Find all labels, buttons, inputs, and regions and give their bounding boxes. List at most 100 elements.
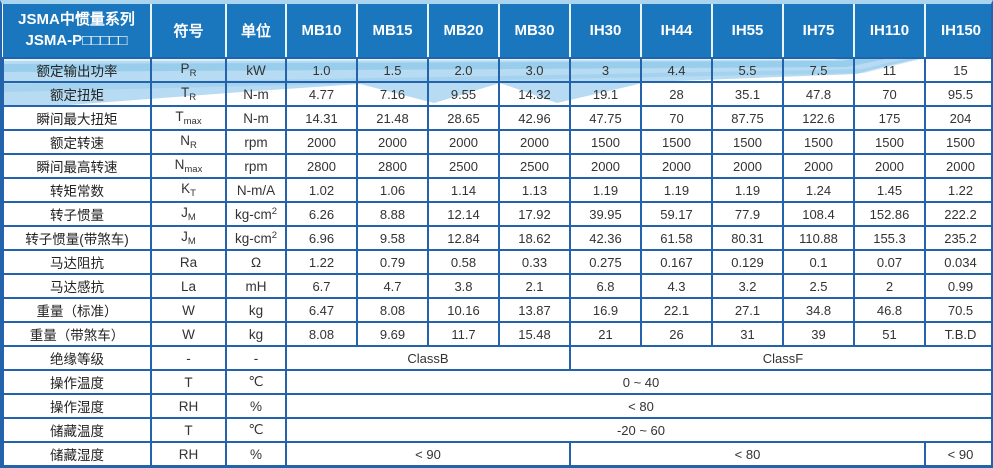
value-cell: 15 [924,57,991,83]
col-header-mb10: MB10 [286,4,358,59]
value-cell: 39 [782,321,855,347]
value-cell: 27.1 [711,297,784,323]
row-unit: rpm [225,153,287,179]
value-cell: 9.69 [356,321,429,347]
value-cell: 1.5 [356,57,429,83]
value-cell: 95.5 [924,81,991,107]
value-cell: 6.47 [285,297,358,323]
row-label: 重量（带煞车） [2,321,152,347]
symbol-subscript: M [187,212,196,223]
value-cell: 0.275 [569,249,642,275]
row-unit: N-m/A [225,177,287,203]
value-cell: 1500 [711,129,784,155]
row-label: 储藏温度 [2,417,152,443]
row-unit: - [225,345,287,371]
row-label: 马达阻抗 [2,249,152,275]
value-cell: 13.87 [498,297,571,323]
value-cell: 0.167 [640,249,713,275]
span-value-cell: 0 ~ 40 [285,369,991,395]
value-cell: 46.8 [853,297,926,323]
value-cell: 1.02 [285,177,358,203]
value-cell: 34.8 [782,297,855,323]
value-cell: 26 [640,321,713,347]
value-cell: 4.7 [356,273,429,299]
symbol-subscript: R [189,68,197,79]
row-label: 转子惯量(带煞车) [2,225,152,251]
value-cell: 42.36 [569,225,642,251]
row-unit: rpm [225,129,287,155]
col-header-ih44: IH44 [641,4,713,59]
table-title-line2: JSMA-P□□□□□ [25,31,128,49]
span-value-cell: -20 ~ 60 [285,417,991,443]
value-cell: 2000 [285,129,358,155]
col-header-ih150: IH150 [925,4,991,59]
spec-row: 额定输出功率 PR kW 1.0 1.5 2.0 3.0 3 4.4 5.5 7.5 11 15 [2,57,991,83]
value-cell: 1.19 [640,177,713,203]
symbol-subscript: max [183,116,202,127]
span-value-cell: < 80 [285,393,991,419]
symbol-subscript: T [190,188,196,199]
value-cell: 1.22 [285,249,358,275]
row-symbol: Ra [150,249,227,275]
value-cell: 10.16 [427,297,500,323]
value-cell: 1500 [640,129,713,155]
value-cell: 0.79 [356,249,429,275]
value-cell: 152.86 [853,201,926,227]
row-symbol: T [150,417,227,443]
value-cell: 222.2 [924,201,991,227]
value-cell: 70 [853,81,926,107]
unit-superscript: 2 [271,230,278,241]
value-cell: 15.48 [498,321,571,347]
row-label: 转矩常数 [2,177,152,203]
value-cell: 0.1 [782,249,855,275]
value-cell: 0.58 [427,249,500,275]
value-cell: 204 [924,105,991,131]
spec-row: 转子惯量(带煞车) JM kg-cm2 6.96 9.58 12.84 18.62 42.36… [2,225,991,251]
spec-row: 储藏湿度 RH% < 90 < 80 < 90 [2,441,991,466]
row-unit: Ω [225,249,287,275]
spec-row: 绝缘等级 - - ClassB ClassF [2,345,991,371]
row-symbol: RH [150,441,227,466]
span-value-cell: < 90 [285,441,571,466]
col-header-ih110: IH110 [854,4,926,59]
value-cell: 2000 [356,129,429,155]
row-label: 绝缘等级 [2,345,152,371]
col-header-symbol: 符号 [151,4,227,59]
row-symbol: W [150,321,227,347]
row-label: 操作湿度 [2,393,152,419]
value-cell: 12.84 [427,225,500,251]
row-label: 马达感抗 [2,273,152,299]
symbol-subscript: R [189,140,197,151]
value-cell: 47.8 [782,81,855,107]
unit-superscript: 2 [271,206,278,217]
spec-row: 马达感抗 La mH 6.7 4.7 3.8 2.1 6.8 4.3 3.2 2.5 2 0.99 [2,273,991,299]
row-unit: kg-cm2 [225,201,287,227]
value-cell: 3.2 [711,273,784,299]
symbol-subscript: max [184,164,203,175]
row-unit: % [225,393,287,419]
value-cell: 9.55 [427,81,500,107]
value-cell: 21.48 [356,105,429,131]
value-cell: 87.75 [711,105,784,131]
value-cell: 47.75 [569,105,642,131]
value-cell: 2000 [498,129,571,155]
col-header-ih75: IH75 [783,4,855,59]
row-unit: % [225,441,287,466]
value-cell: 2000 [640,153,713,179]
value-cell: 14.31 [285,105,358,131]
value-cell: 3.0 [498,57,571,83]
value-cell: 28.65 [427,105,500,131]
row-symbol: W [150,297,227,323]
row-label: 额定转速 [2,129,152,155]
row-unit: N-m [225,81,287,107]
value-cell: 2.1 [498,273,571,299]
value-cell: 3.8 [427,273,500,299]
row-symbol: T [150,369,227,395]
row-unit: kg-cm2 [225,225,287,251]
motor-spec-table: JSMA中惯量系列 JSMA-P□□□□□ 符号 单位 MB10 MB15 MB20… [2,4,991,466]
value-cell: 9.58 [356,225,429,251]
spec-row: 马达阻抗 Ra Ω 1.22 0.79 0.58 0.33 0.275 0.167 0.129 0.… [2,249,991,275]
value-cell: 51 [853,321,926,347]
value-cell: 0.99 [924,273,991,299]
